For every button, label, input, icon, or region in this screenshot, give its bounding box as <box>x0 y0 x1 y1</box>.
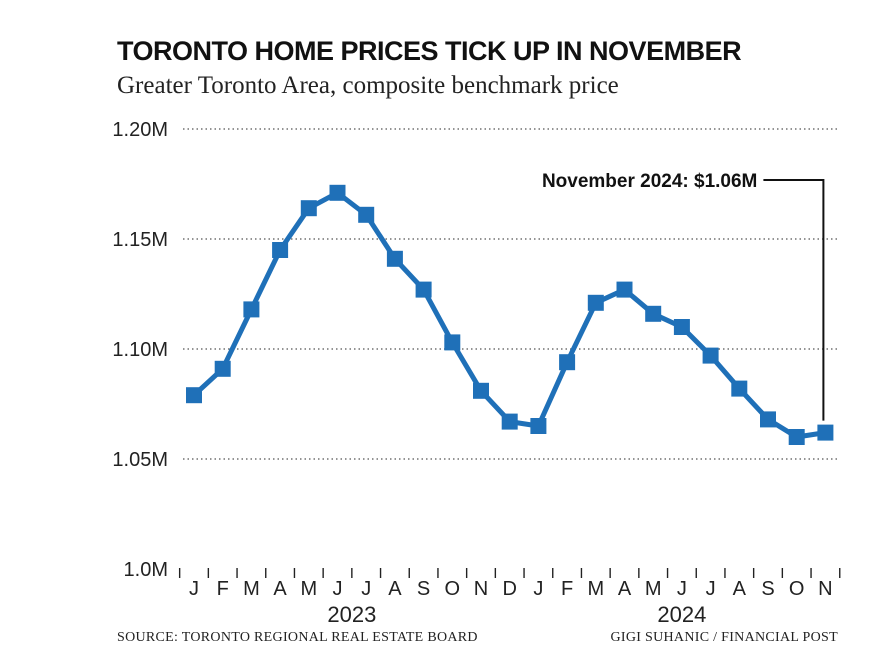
grid-lines <box>183 128 838 460</box>
y-tick-label: 1.05M <box>112 449 168 471</box>
x-tick-label: N <box>474 578 488 600</box>
data-point <box>702 347 719 364</box>
y-tick-label: 1.20M <box>112 119 168 141</box>
x-tick-label: A <box>273 578 287 600</box>
data-point <box>214 360 231 377</box>
y-axis-tick-labels: 1.20M 1.15M 1.10M 1.05M 1.0M <box>112 119 168 581</box>
x-tick-label: J <box>677 578 687 600</box>
year-label: 2024 <box>657 602 706 627</box>
source-note: SOURCE: TORONTO REGIONAL REAL ESTATE BOA… <box>117 630 478 645</box>
data-point <box>243 301 260 318</box>
annotation-label: November 2024: $1.06M <box>542 171 757 192</box>
x-tick-label: O <box>445 578 461 600</box>
x-tick-label: D <box>502 578 516 600</box>
x-tick-label: J <box>706 578 716 600</box>
data-point <box>673 319 690 335</box>
y-tick-label: 1.10M <box>112 339 168 361</box>
data-point <box>186 387 202 404</box>
x-tick-label: J <box>333 578 343 600</box>
chart-subtitle: Greater Toronto Area, composite benchmar… <box>117 72 619 99</box>
x-tick-label: M <box>300 578 317 600</box>
x-tick-label: F <box>217 578 229 600</box>
data-point <box>415 281 432 298</box>
year-label: 2023 <box>327 602 376 627</box>
x-tick-label: S <box>761 578 774 600</box>
data-point <box>645 305 662 322</box>
data-point <box>731 380 748 397</box>
data-point <box>616 281 633 298</box>
data-point <box>587 294 604 311</box>
x-tick-label: J <box>533 578 543 600</box>
series-line-and-markers <box>186 184 834 445</box>
x-tick-label: J <box>361 578 371 600</box>
data-point <box>788 429 805 445</box>
data-point <box>386 250 403 267</box>
year-labels: 2023 2024 <box>327 602 706 627</box>
data-point <box>358 206 375 223</box>
x-tick-label: M <box>243 578 260 600</box>
series-line <box>192 190 826 440</box>
x-tick-label: A <box>388 578 402 600</box>
data-point <box>300 200 317 217</box>
x-tick-label: O <box>789 578 805 600</box>
data-point <box>473 382 489 399</box>
annotation-leader-line <box>763 179 825 421</box>
y-tick-label: 1.15M <box>112 229 168 251</box>
data-point <box>444 334 461 351</box>
data-point <box>272 242 289 258</box>
data-point <box>501 413 518 430</box>
x-tick-label: A <box>618 578 632 600</box>
x-tick-label: M <box>645 578 662 600</box>
x-tick-label: A <box>733 578 747 600</box>
chart-title: TORONTO HOME PRICES TICK UP IN NOVEMBER <box>117 36 742 66</box>
credit-note: GIGI SUHANIC / FINANCIAL POST <box>610 630 838 645</box>
data-point <box>329 184 346 201</box>
data-point <box>559 354 576 371</box>
x-tick-label: N <box>818 578 832 600</box>
data-point <box>760 411 776 428</box>
annotation: November 2024: $1.06M <box>542 171 825 421</box>
data-point <box>530 418 547 434</box>
x-tick-label: F <box>561 578 573 600</box>
y-tick-label: 1.0M <box>124 559 168 581</box>
x-tick-label: M <box>587 578 604 600</box>
data-point <box>817 424 834 441</box>
x-tick-label: J <box>189 578 199 600</box>
x-tick-label: S <box>417 578 430 600</box>
